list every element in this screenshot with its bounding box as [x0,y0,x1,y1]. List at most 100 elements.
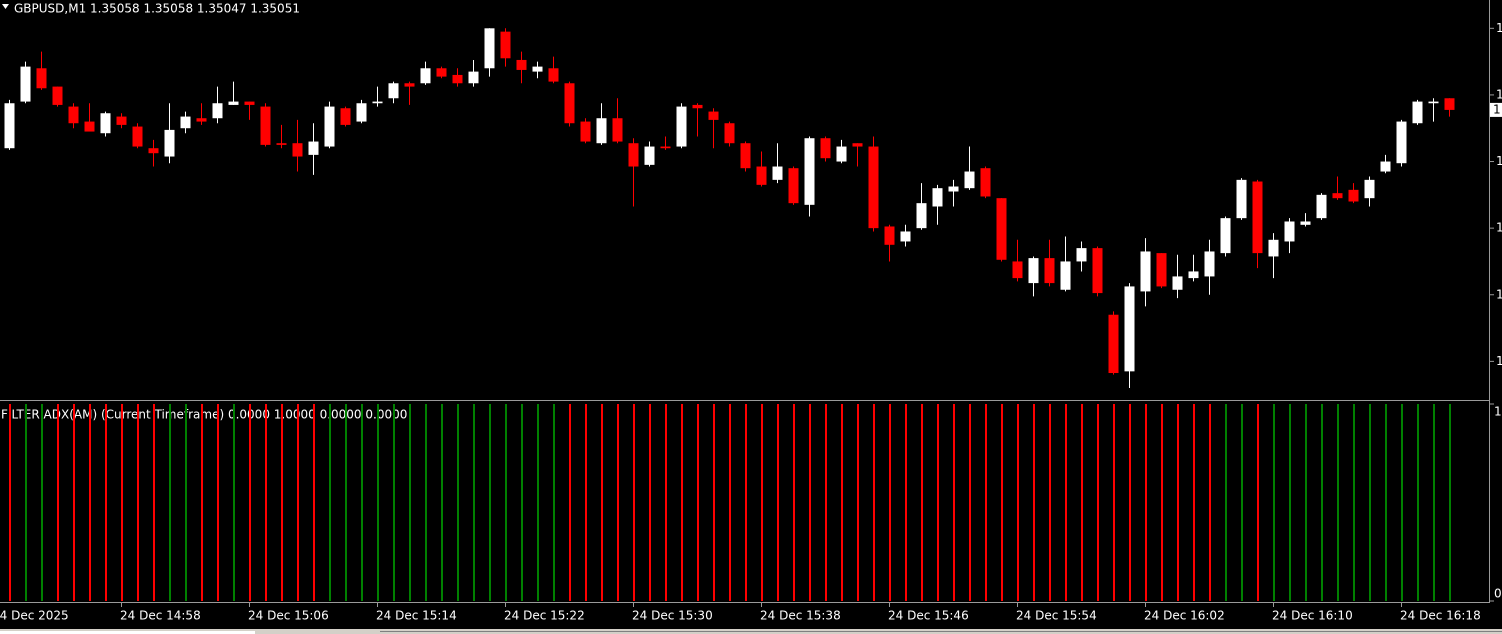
indicator-bar [345,404,347,601]
candle-body [1268,239,1279,257]
indicator-bar [969,404,971,601]
indicator-bar [1369,404,1371,601]
symbol-menu-icon[interactable] [2,4,9,9]
x-tick-label: 24 Dec 15:22 [504,609,585,623]
indicator-bar [185,404,187,601]
x-tick-label: 24 Dec 15:38 [760,609,841,623]
indicator-bar [921,404,923,601]
candle-body [372,101,383,104]
indicator-bar [425,404,427,601]
indicator-bar [857,404,859,601]
indicator-bar [1241,404,1243,601]
indicator-bar [777,404,779,601]
candle-body [820,138,831,159]
indicator-bar [313,404,315,601]
candle-body [404,83,415,87]
y-tick-label: 1 [1496,21,1502,35]
candle-body [180,116,191,129]
candle-body [1140,251,1151,292]
y-tick-label: 1 [1496,87,1502,101]
candle-body [708,111,719,120]
indicator-bar [1449,404,1451,601]
candle-body [116,116,127,125]
indicator-bar [697,404,699,601]
active-tab[interactable] [0,631,255,634]
candle-body [420,68,431,84]
indicator-bar [569,404,571,601]
indicator-bar [217,404,219,601]
candle-body [1380,161,1391,172]
indicator-bar [1097,404,1099,601]
indicator-bar [441,404,443,601]
candle-body [1444,98,1455,110]
chart-title: GBPUSD,M1 1.35058 1.35058 1.35047 1.3505… [14,2,300,16]
candle-body [644,146,655,165]
current-price-label: 1 [1493,102,1501,116]
indicator-bar [361,404,363,601]
indicator-bar [1033,404,1035,601]
y-tick-label: 1 [1496,287,1502,301]
candle-body [20,66,31,102]
candle-body [324,106,335,147]
indicator-bar [617,404,619,601]
indicator-bar [201,404,203,601]
indicator-bar [1193,404,1195,601]
candle-body [132,126,143,147]
indicator-bar [1433,404,1435,601]
candle-body [1060,261,1071,290]
candle-body [68,106,79,124]
indicator-bar [1081,404,1083,601]
indicator-bar [937,404,939,601]
indicator-bar [457,404,459,601]
indicator-bar [1017,404,1019,601]
indicator-bar [905,404,907,601]
indicator-bar [89,404,91,601]
indicator-bar [681,404,683,601]
x-tick-label: 24 Dec 14:58 [120,609,201,623]
x-tick-label: 24 Dec 2025 [0,609,69,623]
candle-body [356,103,367,122]
candle-body [1236,179,1247,219]
indicator-bar [1273,404,1275,601]
indicator-bar [1209,404,1211,601]
candle-body [1172,276,1183,290]
x-tick-label: 24 Dec 16:02 [1144,609,1225,623]
indicator-bar [1065,404,1067,601]
indicator-bar [1401,404,1403,601]
candle-body [916,203,927,229]
candle-body [660,146,671,149]
indicator-bar [505,404,507,601]
indicator-bar [9,404,11,601]
candle-body [436,68,447,77]
indicator-bar [1177,404,1179,601]
indicator-bar [537,404,539,601]
indicator-bar [809,404,811,601]
candle-body [724,123,735,144]
candle-body [1188,271,1199,279]
indicator-bar [649,404,651,601]
candle-body [884,226,895,245]
candle-body [340,108,351,125]
indicator-bar [1225,404,1227,601]
candle-body [996,198,1007,260]
candle-body [516,59,527,70]
candle-body [852,143,863,147]
indicator-bar [1257,404,1259,601]
candle-body [788,168,799,204]
candle-body [900,231,911,242]
indicator-bar [1145,404,1147,601]
candle-body [1428,101,1439,104]
indicator-bar [297,404,299,601]
tab-border [380,631,1502,632]
indicator-bar [521,404,523,601]
candle-body [676,106,687,147]
candle-body [1348,189,1359,202]
candle-body [756,166,767,185]
indicator-bar [1321,404,1323,601]
indicator-bar [1289,404,1291,601]
indicator-bar [633,404,635,601]
candle-body [292,143,303,157]
candle-body [484,28,495,69]
candle-body [564,83,575,124]
